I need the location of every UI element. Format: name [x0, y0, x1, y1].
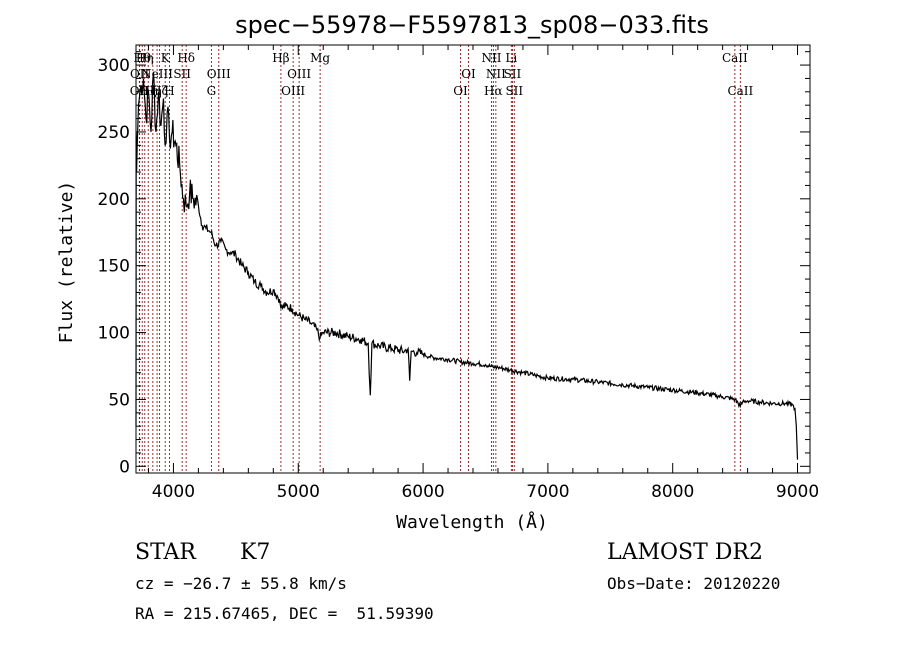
x-tick-label: 6000: [401, 482, 444, 502]
observation-date: Obs−Date: 20120220: [607, 574, 781, 593]
line-label-k: K: [161, 51, 171, 65]
line-label-caii: CaII: [727, 84, 753, 98]
x-tick-label: 7000: [526, 482, 569, 502]
survey-name: LAMOST DR2: [607, 540, 763, 565]
line-label-neiii: NeIII: [141, 67, 173, 81]
y-tick-label: 0: [119, 457, 130, 477]
x-axis-ticks: 4000 5000 6000 7000 8000 9000: [147, 45, 819, 502]
line-label-h: H: [164, 84, 174, 98]
y-axis-ticks: 0 50 100 150 200 250 300: [98, 51, 810, 477]
line-label-oi: OI: [453, 84, 468, 98]
line-label-hα: Hα: [484, 84, 503, 98]
line-label-g: G: [207, 84, 217, 98]
line-label-sii: SII: [173, 67, 191, 81]
line-label-nii: NII: [486, 67, 506, 81]
line-label-caii: CaII: [722, 51, 748, 65]
x-tick-label: 5000: [277, 482, 320, 502]
line-label-sii: SII: [504, 67, 522, 81]
emission-line-markers: [138, 45, 741, 473]
y-axis-label: Flux (relative): [56, 181, 77, 344]
line-label-hδ: Hδ: [177, 51, 195, 65]
coordinates: RA = 215.67465, DEC = 51.59390: [135, 604, 434, 623]
line-label-hζ: Hζ: [151, 84, 168, 98]
object-class: STAR: [135, 540, 196, 565]
spectrum-line: [135, 71, 799, 460]
x-tick-label: 4000: [152, 482, 195, 502]
object-subclass: K7: [240, 540, 271, 565]
line-label-oiii: OIII: [207, 67, 231, 81]
radial-velocity: cz = −26.7 ± 55.8 km/s: [135, 574, 347, 593]
line-label-mg: Mg: [310, 51, 330, 65]
line-label-li: Li: [505, 51, 517, 65]
x-tick-label: 8000: [651, 482, 694, 502]
emission-line-labels: OIIOIIHθHηHζHηNeIIIHζKHSIIHδGOIIIHβOIIIO…: [130, 51, 754, 98]
line-label-hθ: Hθ: [133, 51, 151, 65]
line-label-oiii: OIII: [281, 84, 305, 98]
y-tick-label: 100: [98, 324, 130, 344]
line-label-oiii: OIII: [287, 67, 311, 81]
line-label-sii: SII: [505, 84, 523, 98]
y-tick-label: 200: [98, 190, 130, 210]
y-tick-label: 50: [108, 390, 130, 410]
line-label-oii: OII: [130, 67, 150, 81]
line-label-hη: Hη: [136, 51, 154, 65]
line-label-oi: OI: [461, 67, 476, 81]
line-label-nii: NII: [481, 51, 501, 65]
y-tick-label: 250: [98, 123, 130, 143]
x-tick-label: 9000: [776, 482, 819, 502]
line-label-hβ: Hβ: [272, 51, 289, 65]
x-axis-label: Wavelength (Å): [396, 511, 548, 533]
y-tick-label: 300: [98, 56, 130, 76]
chart-title: spec−55978−F5597813_sp08−033.fits: [235, 11, 709, 39]
y-tick-label: 150: [98, 257, 130, 277]
